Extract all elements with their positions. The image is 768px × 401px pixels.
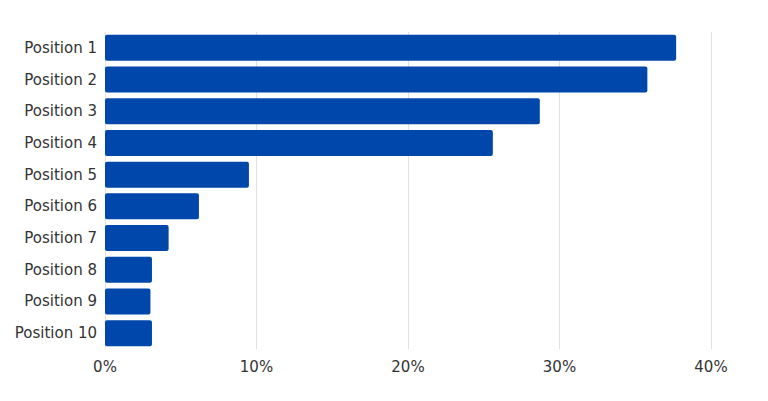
svg-text:20%: 20% bbox=[391, 358, 424, 376]
svg-text:Position 5: Position 5 bbox=[24, 166, 97, 184]
svg-text:Position 9: Position 9 bbox=[24, 292, 97, 310]
svg-text:Position 6: Position 6 bbox=[24, 197, 97, 215]
svg-text:Position 2: Position 2 bbox=[24, 71, 97, 89]
svg-text:Position 8: Position 8 bbox=[24, 261, 97, 279]
svg-text:Position 10: Position 10 bbox=[15, 324, 97, 342]
svg-text:Position 3: Position 3 bbox=[24, 102, 97, 120]
svg-text:10%: 10% bbox=[240, 358, 273, 376]
svg-text:30%: 30% bbox=[543, 358, 576, 376]
svg-text:Position 7: Position 7 bbox=[24, 229, 97, 247]
svg-text:Position 1: Position 1 bbox=[24, 39, 97, 57]
svg-text:40%: 40% bbox=[694, 358, 727, 376]
svg-text:Position 4: Position 4 bbox=[24, 134, 97, 152]
svg-text:0%: 0% bbox=[93, 358, 117, 376]
